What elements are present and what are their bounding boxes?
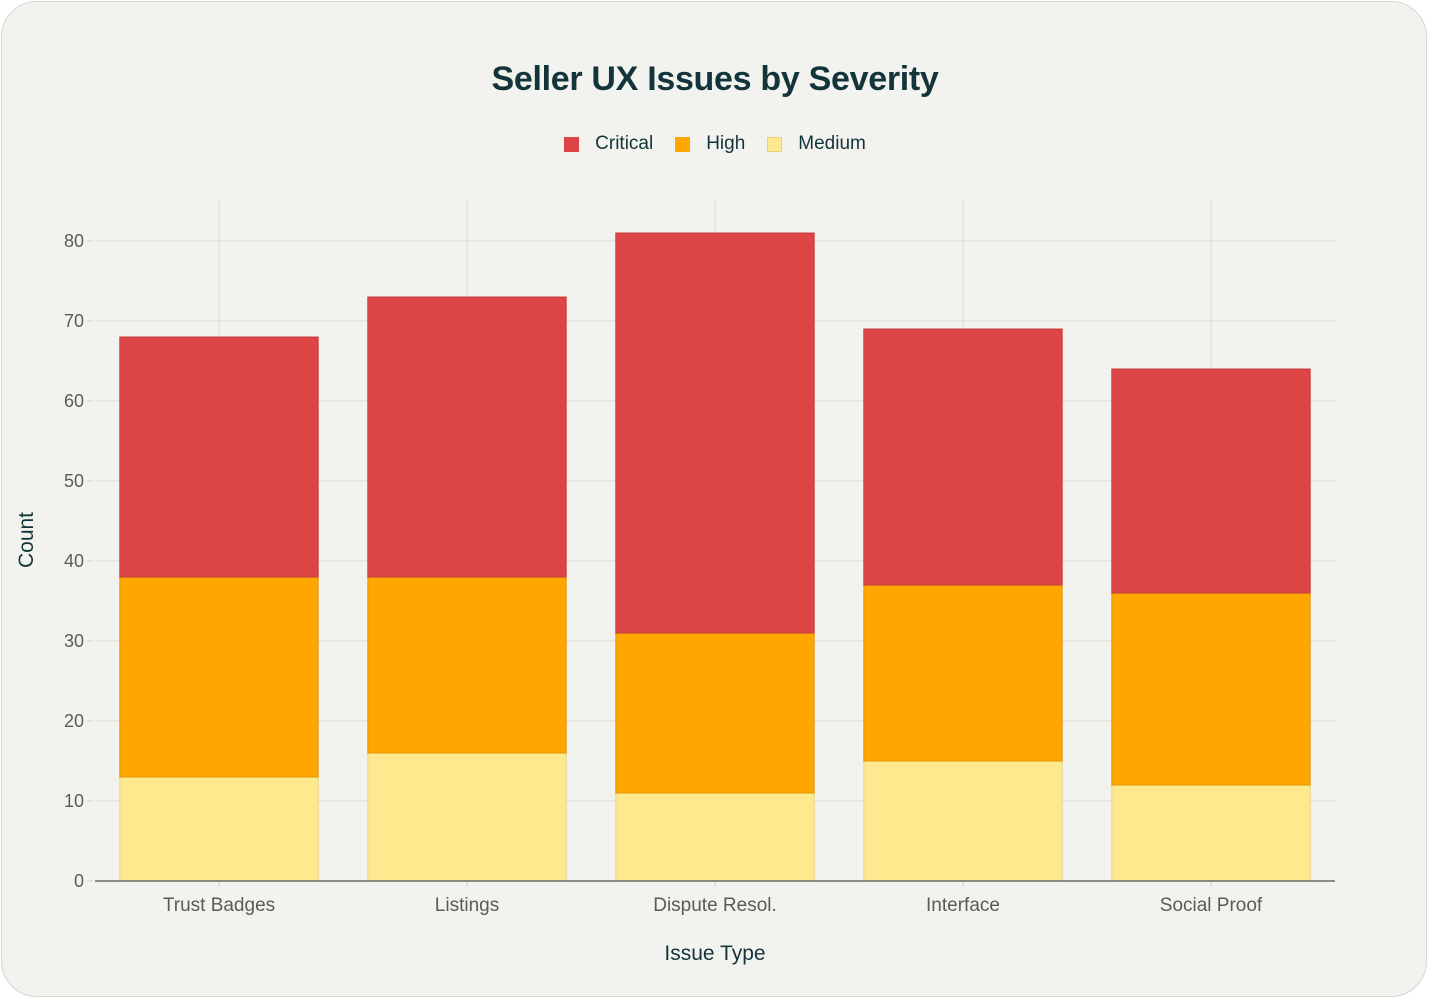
bar-high-trust-badges [119,576,319,778]
bar-medium-listings [367,752,567,882]
y-tick-label: 20 [64,711,84,731]
bar-medium-interface [863,760,1063,882]
bar-critical-trust-badges [119,336,319,578]
bar-high-interface [863,584,1063,762]
bar-medium-trust-badges [119,776,319,882]
bars [119,232,1311,882]
legend-swatch [675,136,691,152]
axes: 0 10 20 30 40 50 60 70 80 Trust Badges Listings Dis… [64,231,1335,916]
bar-medium-social-proof [1111,784,1311,882]
x-axis-label: Issue Type [664,942,765,965]
y-tick-label: 0 [74,871,84,891]
bar-high-social-proof [1111,592,1311,786]
legend-label: Medium [798,133,866,154]
legend-swatch [564,136,580,152]
bar-critical-social-proof [1111,368,1311,594]
y-tick-label: 60 [64,391,84,411]
legend-item-high[interactable]: High [675,133,745,155]
bar-high-dispute-resol- [615,632,815,794]
x-tick-label: Dispute Resol. [653,895,777,916]
y-axis-label: Count [15,512,38,568]
bar-medium-dispute-resol- [615,792,815,882]
chart-title: Seller UX Issues by Severity [491,60,939,98]
x-tick-label: Trust Badges [163,895,275,916]
legend-item-medium[interactable]: Medium [767,133,866,155]
x-tick-label: Social Proof [1160,895,1263,916]
legend-label: Critical [595,133,654,154]
y-tick-label: 10 [64,791,84,811]
y-tick-label: 50 [64,471,84,491]
legend: Critical High Medium [0,133,1430,155]
y-tick-label: 30 [64,631,84,651]
y-tick-label: 80 [64,231,84,251]
bar-high-listings [367,576,567,754]
legend-swatch [767,136,783,152]
legend-item-critical[interactable]: Critical [564,133,653,155]
bar-critical-interface [863,328,1063,586]
x-tick-label: Interface [926,895,1000,916]
x-tick-label: Listings [435,895,499,916]
legend-label: High [706,133,746,154]
y-tick-label: 40 [64,551,84,571]
y-tick-label: 70 [64,311,84,331]
bar-critical-listings [367,296,567,578]
bar-critical-dispute-resol- [615,232,815,634]
